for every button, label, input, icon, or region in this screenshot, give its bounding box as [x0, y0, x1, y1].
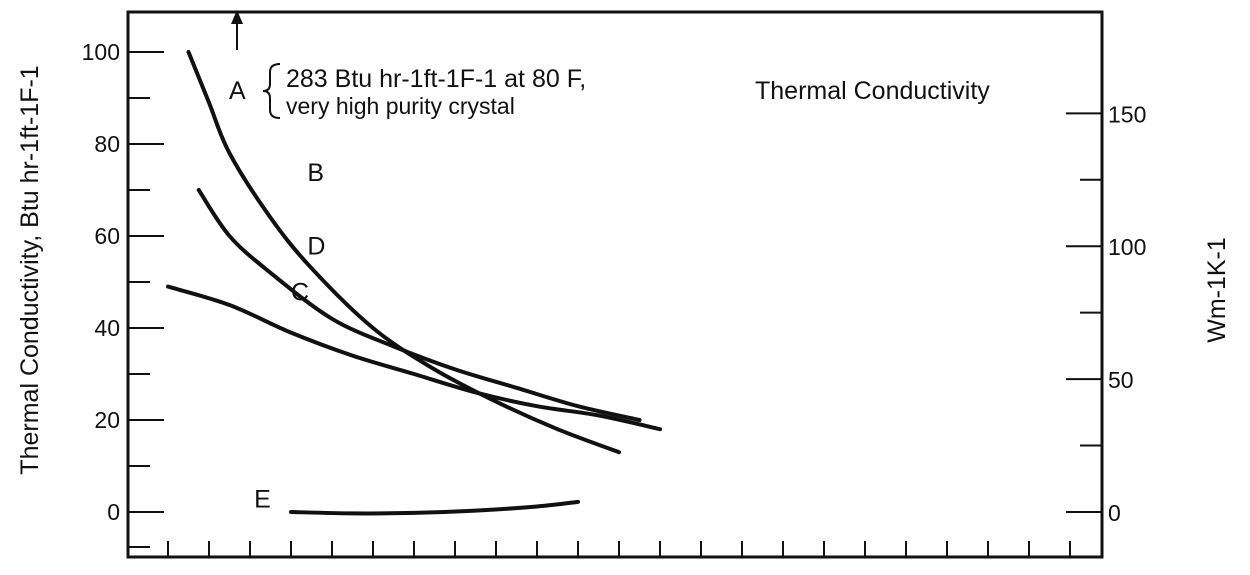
tick-labels: 0 20 40 60 80 100 0 50 100 150 [82, 39, 1147, 526]
y-tick-label: 0 [107, 499, 120, 525]
curve-d [196, 188, 642, 422]
curve-b [186, 50, 621, 455]
curve-label-c: C [291, 278, 309, 306]
chart-title: Thermal Conductivity [755, 77, 990, 105]
y2-axis-label: Wm-1K-1 [1203, 237, 1231, 343]
y-tick-label: 20 [94, 407, 120, 433]
arrow-head-icon [231, 10, 243, 24]
brace-icon [262, 63, 281, 119]
y-axis-label: Thermal Conductivity, Btu hr-1ft-1F-1 [16, 65, 44, 474]
y-tick-label: 40 [94, 315, 120, 341]
y-tick-label: 60 [94, 223, 120, 249]
y2-tick-label: 0 [1108, 500, 1121, 526]
annotation-marker: A [229, 77, 246, 105]
curve-labels: B DC E [254, 159, 325, 514]
curve-label-b: B [307, 159, 324, 187]
annotation-line-2: very high purity crystal [286, 93, 515, 119]
y-tick-label: 80 [94, 131, 120, 157]
curve-e [289, 499, 580, 516]
plot-frame [126, 10, 1104, 559]
annotation-a: A 283 Btu hr-1ft-1F-1 at 80 F, very high… [229, 10, 586, 119]
y2-tick-label: 100 [1108, 234, 1146, 260]
curve-label-e: E [254, 485, 271, 513]
curves [166, 50, 662, 516]
tick-marks [128, 51, 1102, 557]
y-tick-label: 100 [82, 39, 120, 65]
curve-c [166, 284, 662, 432]
y2-tick-label: 50 [1108, 367, 1134, 393]
annotation-line-1: 283 Btu hr-1ft-1F-1 at 80 F, [286, 65, 586, 93]
y2-tick-label: 150 [1108, 101, 1146, 127]
curve-label-d: D [307, 232, 325, 260]
